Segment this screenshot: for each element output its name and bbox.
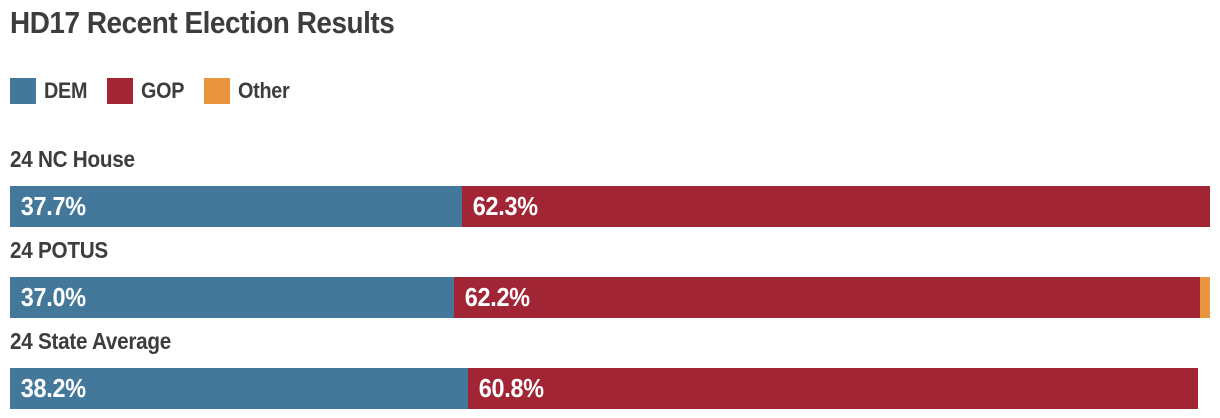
stacked-bar-nc-house: 37.7% 62.3% bbox=[10, 186, 1210, 227]
stacked-bar-potus: 37.0% 62.2% bbox=[10, 277, 1210, 318]
legend-item-dem: DEM bbox=[10, 78, 92, 104]
dem-value-label: 38.2% bbox=[20, 373, 86, 403]
other-segment bbox=[1200, 277, 1210, 318]
gop-segment: 62.3% bbox=[462, 186, 1210, 227]
dem-value-label: 37.7% bbox=[20, 191, 86, 221]
gop-segment: 62.2% bbox=[454, 277, 1201, 318]
legend-label-gop: GOP bbox=[141, 78, 185, 103]
stacked-bar-state-average: 38.2% 60.8% bbox=[10, 368, 1210, 409]
legend-item-gop: GOP bbox=[107, 78, 189, 104]
legend-item-other: Other bbox=[204, 78, 295, 104]
bar-group-nc-house: 24 NC House 37.7% 62.3% bbox=[10, 146, 1210, 227]
chart-title: HD17 Recent Election Results bbox=[10, 5, 395, 40]
gop-value-label: 60.8% bbox=[479, 373, 545, 403]
dem-segment: 37.7% bbox=[10, 186, 463, 227]
legend-label-dem: DEM bbox=[44, 78, 88, 103]
gop-segment: 60.8% bbox=[468, 368, 1198, 409]
dem-segment: 38.2% bbox=[10, 368, 469, 409]
bar-group-potus: 24 POTUS 37.0% 62.2% bbox=[10, 237, 1210, 318]
gop-value-label: 62.3% bbox=[473, 191, 539, 221]
dem-swatch bbox=[10, 78, 36, 104]
dem-segment: 37.0% bbox=[10, 277, 454, 318]
bar-group-state-average: 24 State Average 38.2% 60.8% bbox=[10, 328, 1210, 409]
bar-category-label: 24 NC House bbox=[10, 146, 135, 172]
gop-value-label: 62.2% bbox=[464, 282, 530, 312]
legend-label-other: Other bbox=[238, 78, 290, 103]
bar-category-label: 24 State Average bbox=[10, 328, 171, 354]
dem-value-label: 37.0% bbox=[20, 282, 86, 312]
bar-category-label: 24 POTUS bbox=[10, 237, 108, 263]
other-swatch bbox=[204, 78, 230, 104]
legend: DEM GOP Other bbox=[10, 78, 295, 104]
gop-swatch bbox=[107, 78, 133, 104]
